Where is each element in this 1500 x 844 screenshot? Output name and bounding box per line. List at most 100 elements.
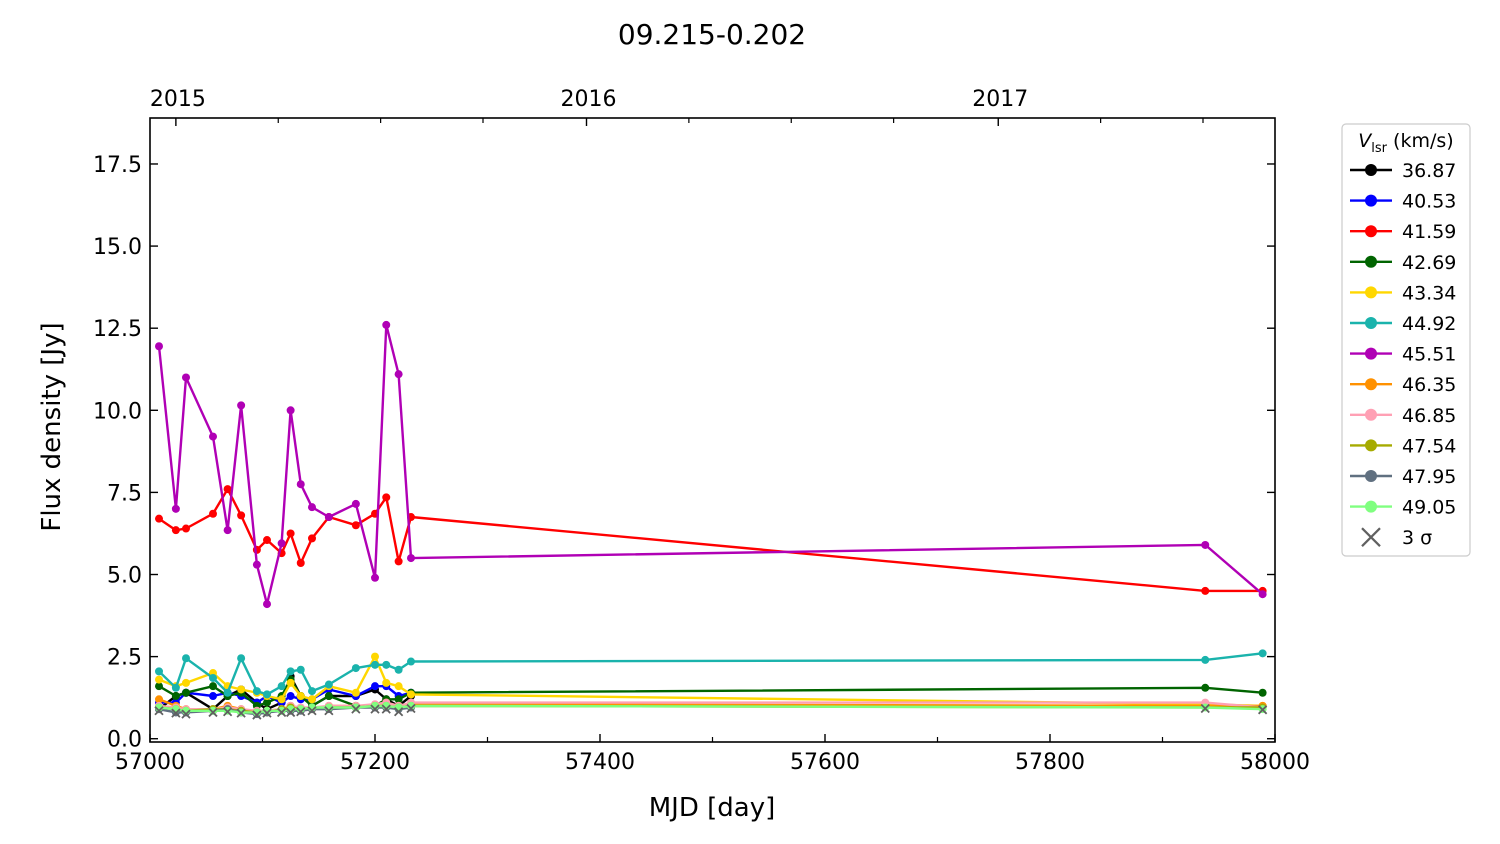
legend-item: 47.95 (1350, 466, 1456, 488)
data-point (394, 695, 403, 704)
data-point (277, 682, 286, 691)
data-point (394, 665, 403, 674)
legend: Vlsr (km/s) 36.87 40.53 41.59 42.69 43.34 44.… (1341, 123, 1471, 557)
legend-label: 36.87 (1402, 160, 1456, 182)
data-point (182, 524, 190, 533)
data-point (382, 493, 391, 502)
data-point (171, 692, 180, 701)
legend-marker (1365, 286, 1377, 299)
chart-title: 09.215-0.202 (618, 18, 806, 51)
data-point (182, 688, 190, 697)
data-point (263, 698, 271, 707)
sigma-mark (381, 704, 391, 714)
data-point (296, 705, 305, 714)
data-point (382, 660, 391, 669)
data-point (296, 480, 305, 489)
x-tick-label: 57400 (565, 750, 635, 775)
data-point (382, 320, 391, 329)
data-point (407, 657, 415, 666)
legend-label: 44.92 (1402, 313, 1456, 335)
data-point (209, 673, 217, 682)
legend-label: 45.51 (1402, 344, 1456, 366)
legend-title-unit: (km/s) (1387, 130, 1454, 152)
data-point (394, 557, 403, 566)
legend-label: 47.54 (1402, 435, 1456, 457)
data-point (263, 690, 271, 699)
data-point (394, 682, 403, 691)
data-point (351, 688, 360, 697)
x-tick-label: 58000 (1240, 750, 1310, 775)
data-point (308, 687, 316, 696)
series-line (157, 323, 1264, 606)
legend-item-sigma: 3 σ (1361, 527, 1432, 549)
legend-marker (1365, 317, 1377, 329)
sigma-mark (1200, 703, 1210, 714)
legend-item: 46.85 (1350, 405, 1456, 427)
sigma-mark (236, 708, 246, 718)
y-tick-label: 7.5 (107, 481, 142, 506)
data-point (1258, 590, 1267, 599)
y-tick-label: 0.0 (107, 728, 142, 753)
legend-label: 46.85 (1402, 405, 1456, 427)
y-tick-label: 2.5 (107, 646, 142, 671)
legend-item: 49.05 (1350, 497, 1456, 519)
sigma-mark (307, 706, 317, 716)
x-axis: 57000 57200 57400 57600 57800 58000 (115, 734, 1310, 775)
legend-marker (1365, 194, 1377, 207)
data-point (252, 687, 261, 696)
legend-item: 42.69 (1350, 252, 1456, 274)
data-point (223, 688, 232, 697)
y-tick-label: 12.5 (93, 317, 142, 342)
legend-label: 42.69 (1402, 252, 1456, 274)
legend-marker (1365, 470, 1377, 482)
data-point (237, 511, 246, 520)
x-tick-label: 57800 (1015, 750, 1085, 775)
y-axis-label: Flux density [Jy] (37, 322, 67, 531)
sigma-mark (1257, 705, 1268, 715)
data-point (296, 692, 305, 701)
data-point (351, 521, 360, 530)
legend-item: 43.34 (1350, 282, 1456, 304)
data-point (351, 664, 360, 673)
sigma-layer (154, 703, 1268, 720)
data-point (237, 654, 246, 663)
data-point (209, 432, 217, 441)
data-point (296, 665, 305, 674)
data-point (407, 554, 415, 563)
data-point (382, 678, 391, 687)
sigma-mark (208, 707, 218, 718)
series-45.51 (155, 320, 1267, 609)
data-point (209, 682, 217, 691)
data-point (263, 706, 271, 715)
data-point (277, 695, 286, 704)
plot-frame (149, 117, 1276, 743)
series-layer (155, 320, 1267, 719)
data-point (252, 708, 261, 717)
data-point (286, 678, 295, 687)
sigma-mark (406, 703, 416, 714)
data-point (223, 485, 232, 494)
data-point (263, 536, 271, 545)
legend-item: 40.53 (1350, 191, 1456, 213)
legend-item: 41.59 (1350, 221, 1456, 243)
legend-items: 36.87 40.53 41.59 42.69 43.34 44.92 45.51 46.35… (1350, 160, 1456, 549)
data-point (171, 683, 180, 692)
plot-area (149, 117, 1276, 743)
sigma-mark (285, 707, 296, 718)
legend-item: 44.92 (1350, 313, 1456, 335)
legend-label-sigma: 3 σ (1402, 527, 1432, 549)
y-tick-label: 10.0 (93, 399, 142, 424)
data-point (371, 573, 379, 582)
data-point (324, 513, 333, 522)
legend-marker (1365, 439, 1377, 452)
legend-label: 49.05 (1402, 497, 1456, 519)
sigma-mark (324, 706, 334, 716)
legend-item: 46.35 (1350, 374, 1456, 396)
sigma-mark (252, 710, 262, 720)
legend-label: 43.34 (1402, 282, 1456, 304)
legend-title-sub: lsr (1371, 141, 1387, 156)
sigma-mark (171, 708, 181, 718)
y-tick-label: 5.0 (107, 564, 142, 589)
legend-item: 45.51 (1350, 344, 1456, 366)
